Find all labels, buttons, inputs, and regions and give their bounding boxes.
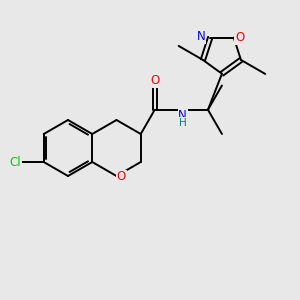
Text: H: H	[179, 118, 187, 128]
Text: Cl: Cl	[10, 155, 21, 169]
Text: O: O	[117, 170, 126, 184]
Text: O: O	[235, 31, 244, 44]
Text: N: N	[178, 109, 187, 122]
Text: N: N	[196, 30, 205, 43]
Text: O: O	[150, 74, 159, 88]
